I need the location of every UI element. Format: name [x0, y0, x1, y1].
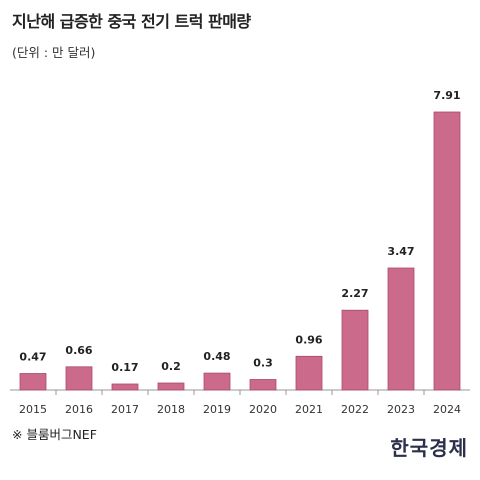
bar-2020: [249, 379, 277, 391]
bar-2023: [387, 267, 415, 391]
x-tick-label-2022: 2022: [341, 403, 369, 416]
bar-2016: [65, 366, 93, 391]
value-label-2017: 0.17: [111, 361, 138, 374]
value-label-2015: 0.47: [19, 351, 46, 364]
value-label-2019: 0.48: [203, 350, 230, 363]
x-tick-label-2015: 2015: [19, 403, 47, 416]
value-labels-group: 0.47 0.66 0.17 0.2 0.48 0.3 0.96 2.27 3.47 7.91: [19, 89, 460, 374]
x-tick-label-2019: 2019: [203, 403, 231, 416]
value-label-2022: 2.27: [341, 287, 368, 300]
bar-2022: [341, 309, 369, 391]
bars-group: [19, 111, 461, 391]
value-label-2016: 0.66: [65, 344, 92, 357]
tick-marks-group: [55, 390, 425, 395]
bar-2018: [157, 382, 185, 391]
chart-title: 지난해 급증한 중국 전기 트럭 판매량: [12, 12, 251, 31]
value-label-2020: 0.3: [253, 357, 273, 370]
chart-unit-subtitle: (단위 : 만 달러): [12, 45, 96, 60]
bar-2024: [433, 111, 461, 391]
x-tick-label-2018: 2018: [157, 403, 185, 416]
x-tick-label-2016: 2016: [65, 403, 93, 416]
publisher-logo: 한국경제: [390, 436, 468, 460]
value-label-2018: 0.2: [161, 360, 181, 373]
x-tick-label-2017: 2017: [111, 403, 139, 416]
x-tick-label-2024: 2024: [433, 403, 461, 416]
tick-labels-group: 2015 2016 2017 2018 2019 2020 2021 2022 2023 2024: [19, 403, 461, 416]
bar-2015: [19, 373, 47, 391]
value-label-2024: 7.91: [433, 89, 460, 102]
bar-2019: [203, 372, 231, 391]
value-label-2021: 0.96: [295, 333, 322, 346]
bar-2017: [111, 383, 139, 391]
x-tick-label-2020: 2020: [249, 403, 277, 416]
bar-2021: [295, 355, 323, 391]
value-label-2023: 3.47: [387, 245, 414, 258]
x-tick-label-2023: 2023: [387, 403, 415, 416]
x-tick-label-2021: 2021: [295, 403, 323, 416]
source-note: ※ 블룸버그NEF: [12, 427, 97, 442]
